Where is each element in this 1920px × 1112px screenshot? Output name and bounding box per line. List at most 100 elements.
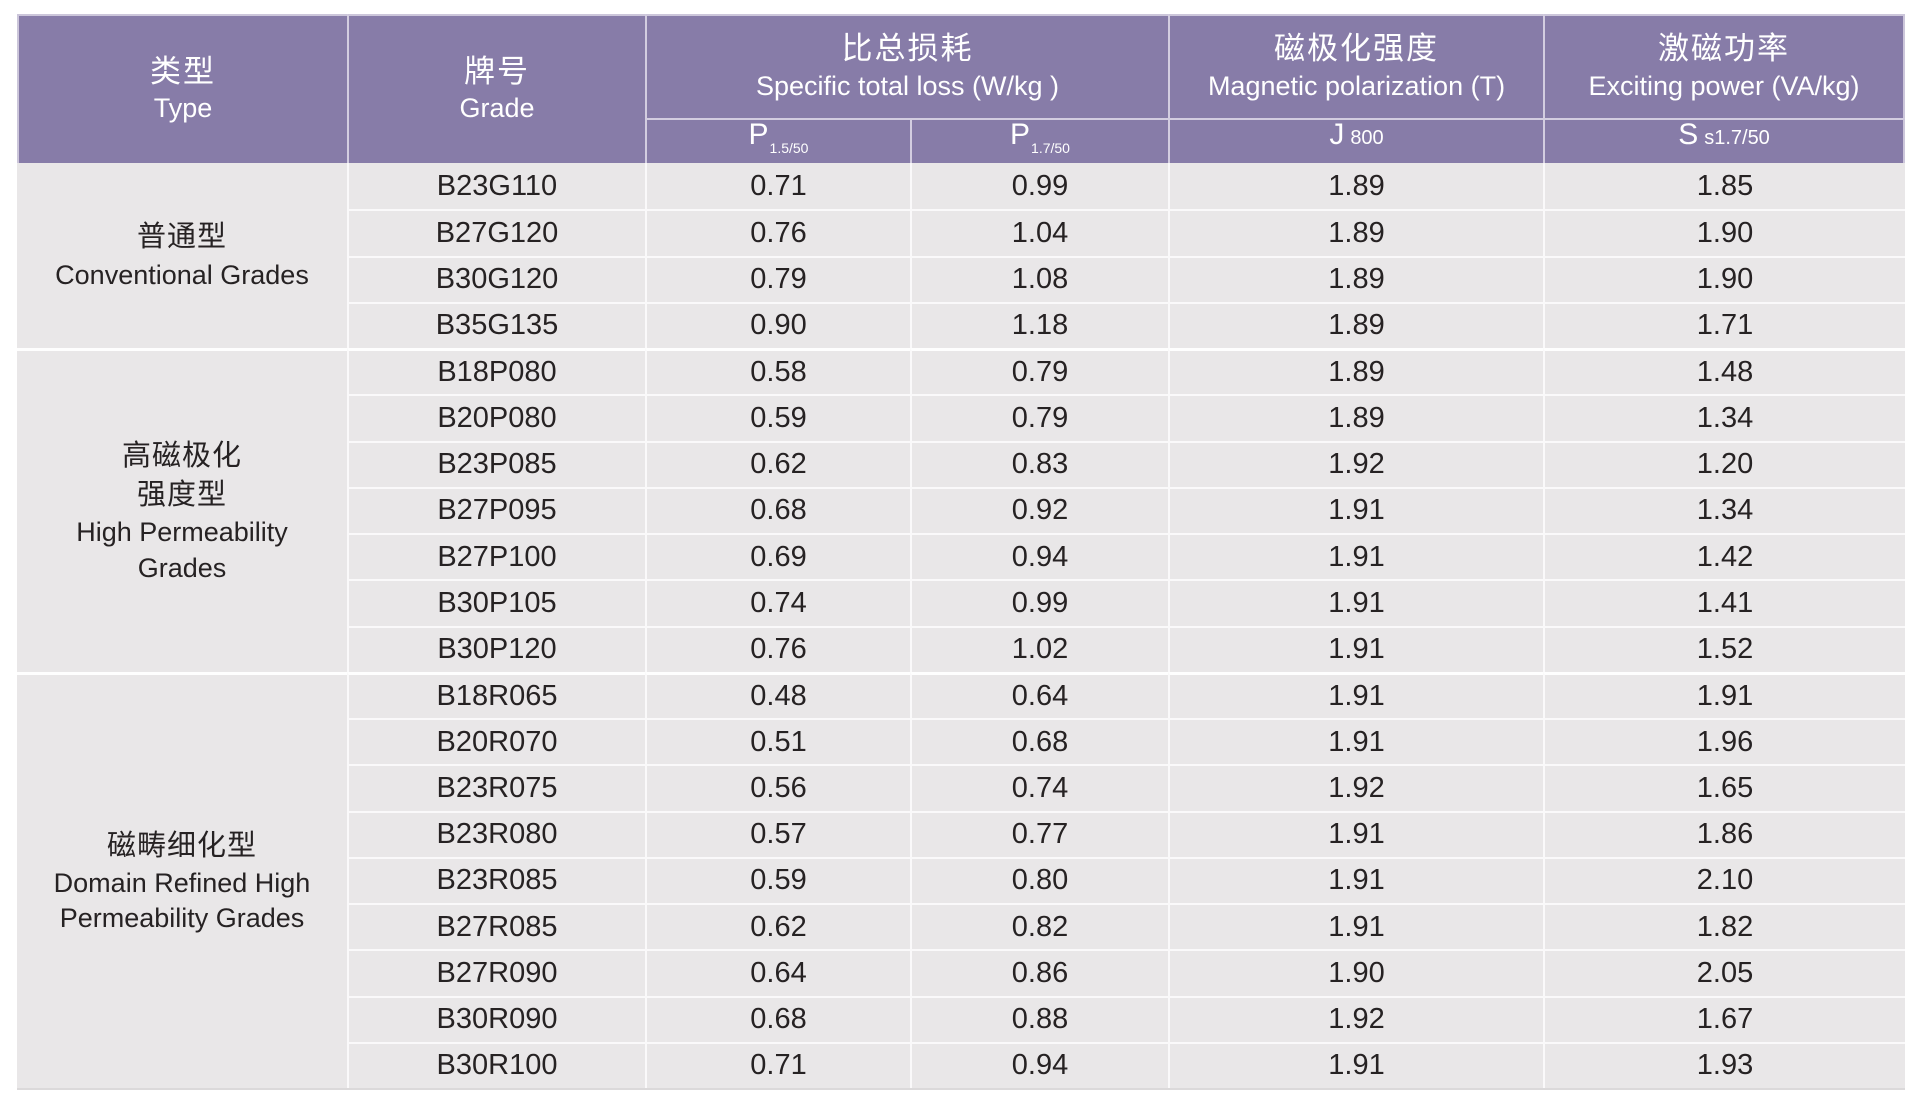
j800-cell: 1.91 — [1168, 625, 1543, 672]
ss1750-cell: 1.65 — [1543, 764, 1905, 811]
col-header-exciting-power: 激磁功率 Exciting power (VA/kg) — [1543, 14, 1905, 118]
j800-cell: 1.91 — [1168, 1041, 1543, 1088]
p1750-cell: 1.02 — [910, 625, 1168, 672]
grade-cell: B23R080 — [347, 810, 645, 857]
col-header-type: 类型 Type — [17, 14, 347, 163]
p1750-cell: 0.92 — [910, 486, 1168, 533]
type-group-3-en: Domain Refined High Permeability Grades — [53, 867, 311, 933]
p1550-cell: 0.71 — [645, 163, 910, 210]
p1550-cell: 0.79 — [645, 255, 910, 302]
j800-cell: 1.91 — [1168, 718, 1543, 765]
ss1750-cell: 1.34 — [1543, 394, 1905, 441]
grade-cell: B27G120 — [347, 209, 645, 256]
type-group-1: 普通型 Conventional Grades — [17, 163, 347, 348]
grade-cell: B18R065 — [347, 671, 645, 718]
ss1750-cell: 1.85 — [1543, 163, 1905, 210]
j800-cell: 1.89 — [1168, 255, 1543, 302]
type-group-2-en: High Permeability Grades — [76, 517, 288, 583]
ss1750-cell: 1.90 — [1543, 255, 1905, 302]
col-header-loss-en: Specific total loss (W/kg ) — [755, 70, 1060, 101]
ss1750-cell: 1.48 — [1543, 348, 1905, 395]
ss1750-cell: 1.90 — [1543, 209, 1905, 256]
ss1750-cell: 1.96 — [1543, 718, 1905, 765]
ss1750-cell: 1.93 — [1543, 1041, 1905, 1088]
ss1750-cell: 1.42 — [1543, 533, 1905, 580]
col-header-magnetic-polarization: 磁极化强度 Magnetic polarization (T) — [1168, 14, 1543, 118]
col-header-specific-total-loss: 比总损耗 Specific total loss (W/kg ) — [645, 14, 1168, 118]
col-header-power-en: Exciting power (VA/kg) — [1588, 70, 1860, 101]
col-header-type-en: Type — [153, 93, 213, 124]
p1550-cell: 0.76 — [645, 209, 910, 256]
subheader-p1.5-50: P 1.5/50 — [645, 118, 910, 163]
j800-cell: 1.91 — [1168, 810, 1543, 857]
j800-cell: 1.89 — [1168, 348, 1543, 395]
ss1750-cell: 1.71 — [1543, 301, 1905, 348]
grade-cell: B35G135 — [347, 301, 645, 348]
j800-cell: 1.91 — [1168, 903, 1543, 950]
grade-cell: B20P080 — [347, 394, 645, 441]
ss1750-cell: 1.41 — [1543, 579, 1905, 626]
col-header-loss-zh: 比总损耗 — [841, 31, 974, 67]
grade-cell: B18P080 — [347, 348, 645, 395]
j800-cell: 1.91 — [1168, 856, 1543, 903]
type-group-2-zh: 高磁极化 强度型 — [121, 440, 242, 512]
p1550-cell: 0.59 — [645, 856, 910, 903]
p1550-cell: 0.69 — [645, 533, 910, 580]
p1750-cell: 0.83 — [910, 440, 1168, 487]
type-group-3: 磁畴细化型 Domain Refined High Permeability Gr… — [17, 671, 347, 1088]
type-group-1-zh: 普通型 — [136, 221, 227, 254]
p1750-cell: 0.86 — [910, 949, 1168, 996]
ss1750-cell: 1.52 — [1543, 625, 1905, 672]
grade-cell: B30R100 — [347, 1041, 645, 1088]
p1750-cell: 0.64 — [910, 671, 1168, 718]
p1550-cell: 0.58 — [645, 348, 910, 395]
j800-cell: 1.89 — [1168, 394, 1543, 441]
col-header-polarization-en: Magnetic polarization (T) — [1207, 70, 1506, 101]
p1750-cell: 0.94 — [910, 1041, 1168, 1088]
p1750-cell: 0.68 — [910, 718, 1168, 765]
p1750-cell: 0.99 — [910, 579, 1168, 626]
col-header-grade: 牌号 Grade — [347, 14, 645, 163]
p1550-cell: 0.68 — [645, 486, 910, 533]
subheader-ss1.7-50-symbol: S — [1678, 118, 1699, 151]
j800-cell: 1.91 — [1168, 486, 1543, 533]
type-group-3-zh: 磁畴细化型 — [106, 829, 257, 862]
grade-cell: B23R075 — [347, 764, 645, 811]
grade-cell: B27P095 — [347, 486, 645, 533]
ss1750-cell: 1.91 — [1543, 671, 1905, 718]
p1750-cell: 0.79 — [910, 394, 1168, 441]
grade-cell: B20R070 — [347, 718, 645, 765]
p1550-cell: 0.59 — [645, 394, 910, 441]
j800-cell: 1.92 — [1168, 995, 1543, 1042]
p1550-cell: 0.74 — [645, 579, 910, 626]
type-group-2: 高磁极化 强度型 High Permeability Grades — [17, 348, 347, 672]
ss1750-cell: 1.82 — [1543, 903, 1905, 950]
p1750-cell: 0.88 — [910, 995, 1168, 1042]
p1750-cell: 1.08 — [910, 255, 1168, 302]
col-header-type-zh: 类型 — [150, 53, 216, 89]
p1750-cell: 0.99 — [910, 163, 1168, 210]
p1750-cell: 1.18 — [910, 301, 1168, 348]
grade-cell: B23P085 — [347, 440, 645, 487]
j800-cell: 1.91 — [1168, 533, 1543, 580]
p1750-cell: 1.04 — [910, 209, 1168, 256]
p1550-cell: 0.71 — [645, 1041, 910, 1088]
subheader-p1.5-50-subscript: 1.5/50 — [769, 140, 809, 156]
grade-cell: B27P100 — [347, 533, 645, 580]
subheader-p1.7-50-symbol: P — [1010, 118, 1031, 151]
j800-cell: 1.91 — [1168, 579, 1543, 626]
subheader-p1.7-50: P 1.7/50 — [910, 118, 1168, 163]
p1550-cell: 0.51 — [645, 718, 910, 765]
grade-cell: B30P105 — [347, 579, 645, 626]
grade-cell: B30P120 — [347, 625, 645, 672]
col-header-power-zh: 激磁功率 — [1658, 31, 1790, 67]
ss1750-cell: 2.05 — [1543, 949, 1905, 996]
p1550-cell: 0.64 — [645, 949, 910, 996]
j800-cell: 1.91 — [1168, 671, 1543, 718]
grade-cell: B27R090 — [347, 949, 645, 996]
col-header-polarization-zh: 磁极化强度 — [1274, 31, 1439, 67]
p1550-cell: 0.62 — [645, 903, 910, 950]
p1750-cell: 0.94 — [910, 533, 1168, 580]
